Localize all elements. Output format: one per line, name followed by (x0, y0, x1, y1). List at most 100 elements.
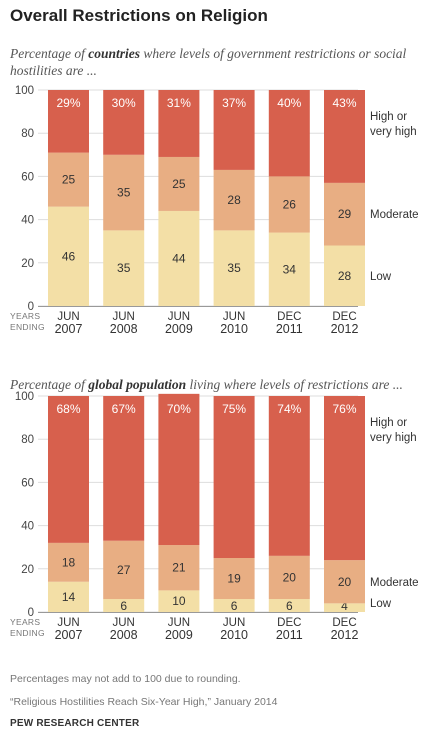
chart-1-data-label-high: 37% (222, 96, 246, 110)
chart-2-legend-high: very high (370, 432, 417, 444)
chart-1-legend-high: High or (370, 111, 407, 123)
chart-2-data-label-low: 6 (120, 599, 127, 613)
chart-2-bar-high (158, 393, 200, 546)
chart-1-legend-high: very high (370, 126, 417, 138)
chart-1-bar-low (158, 210, 200, 306)
chart-2-data-label-low: 14 (62, 590, 76, 604)
chart-2-category-label-year: 2008 (110, 628, 138, 642)
chart-2-data-label-high: 75% (222, 402, 246, 416)
chart-1-bar-high (48, 90, 89, 153)
chart-1-data-label-low: 35 (227, 261, 241, 275)
chart-1-data-label-high: 43% (332, 96, 356, 110)
chart-2-legend-high: High or (370, 417, 407, 429)
chart-2-bar-moderate (213, 558, 255, 600)
chart-1-legend-moderate: Moderate (370, 209, 419, 221)
chart-1-data-label-moderate: 26 (283, 197, 297, 211)
chart-2-subtitle-bold: global population (88, 377, 187, 392)
chart-2-category-label-month: DEC (277, 617, 301, 629)
chart-2-data-label-high: 67% (112, 402, 136, 416)
chart-1-category-label-month: JUN (113, 311, 135, 323)
chart-1-data-label-low: 35 (117, 261, 131, 275)
chart-2-data-label-moderate: 27 (117, 563, 131, 577)
chart-1-bar-high (103, 90, 145, 155)
chart-2-category-label-year: 2012 (331, 628, 359, 642)
chart-1-bar-moderate (268, 176, 310, 233)
chart-1-bar-low (268, 232, 310, 306)
chart-1-ytick-label: 40 (21, 215, 34, 227)
chart-1-data-label-low: 34 (283, 262, 297, 276)
chart-1-category-label-year: 2011 (276, 322, 303, 336)
chart-1-ending-label: ENDING (10, 322, 45, 332)
chart-1-data-label-low: 28 (338, 269, 352, 283)
chart-2-ending-label: ENDING (10, 628, 45, 638)
chart-1-ytick-label: 0 (28, 301, 34, 313)
chart-2-bar-moderate (158, 545, 200, 591)
chart-1-data-label-moderate: 35 (117, 186, 131, 200)
chart-1-data-label-high: 40% (277, 96, 301, 110)
source-credit: PEW RESEARCH CENTER (10, 718, 140, 729)
chart-1-ytick-label: 20 (21, 258, 34, 270)
chart-2-bar-low (324, 603, 365, 612)
chart-2-category-label-year: 2011 (276, 628, 303, 642)
chart-1-data-label-moderate: 25 (62, 173, 76, 187)
chart-2-bar-low (103, 599, 145, 612)
chart-2-category-label-month: JUN (57, 617, 79, 629)
chart-1-category-label-year: 2008 (110, 322, 138, 336)
chart-2-bar-high (213, 396, 255, 558)
chart-2-ytick-label: 40 (21, 521, 34, 533)
chart-2-data-label-low: 6 (231, 599, 238, 613)
chart-title: Overall Restrictions on Religion (10, 6, 268, 25)
chart-2-data-label-moderate: 19 (227, 572, 241, 586)
chart-2-ytick-label: 80 (21, 434, 34, 446)
chart-2-bar-moderate (103, 540, 145, 600)
chart-1-subtitle: Percentage of countries where levels of … (10, 45, 430, 79)
chart-1-category-label-month: JUN (168, 311, 190, 323)
chart-2-data-label-low: 4 (341, 599, 348, 613)
chart-2-category-label-month: JUN (168, 617, 190, 629)
chart-2-data-label-high: 74% (277, 402, 301, 416)
chart-2-subtitle-pre: Percentage of (10, 377, 89, 392)
chart-1-ytick-label: 60 (21, 171, 34, 183)
chart-1-ytick-label: 100 (15, 85, 34, 97)
chart-2-category-label-year: 2010 (220, 628, 248, 642)
chart-2-ytick-label: 100 (15, 391, 34, 403)
rounding-note: Percentages may not add to 100 due to ro… (10, 673, 241, 685)
chart-2-data-label-high: 68% (56, 402, 80, 416)
chart-2-bar-moderate (268, 555, 310, 600)
chart-1-bar-high (324, 90, 365, 183)
chart-2-category-label-month: JUN (113, 617, 135, 629)
chart-2-subtitle-post: living where levels of restrictions are … (186, 377, 403, 392)
chart-2-ytick-label: 20 (21, 564, 34, 576)
chart-1-bar-low (324, 245, 365, 306)
chart-2-ytick-label: 0 (28, 607, 34, 619)
chart-2-data-label-high: 76% (332, 402, 356, 416)
chart-2-data-label-moderate: 20 (283, 570, 297, 584)
chart-1-data-label-low: 46 (62, 249, 76, 263)
chart-1-bar-moderate (158, 156, 200, 211)
chart-1-category-label-month: JUN (57, 311, 79, 323)
chart-2-legend-low: Low (370, 598, 392, 610)
chart-2-bar-low (268, 599, 310, 612)
chart-1-subtitle-bold: countries (88, 46, 140, 61)
chart-1-bar-low (103, 230, 145, 306)
chart-1-data-label-low: 44 (172, 251, 186, 265)
chart-2-bar-low (158, 590, 200, 612)
chart-1-category-label-year: 2010 (220, 322, 248, 336)
chart-2-bar-high (103, 396, 145, 541)
chart-1-subtitle-post: where levels of government restrictions … (10, 46, 407, 78)
chart-1-data-label-high: 29% (56, 96, 80, 110)
chart-1-ytick-label: 80 (21, 128, 34, 140)
chart-1-category-label-year: 2007 (55, 322, 83, 336)
chart-1-bar-moderate (48, 152, 89, 207)
chart-2-bar-moderate (48, 542, 89, 582)
chart-1-category-label-month: JUN (223, 311, 245, 323)
chart-2-category-label-year: 2007 (55, 628, 83, 642)
chart-2-bar-low (48, 581, 89, 612)
chart-2-data-label-low: 6 (286, 599, 293, 613)
chart-1-bar-high (213, 90, 255, 170)
chart-1-legend-low: Low (370, 271, 392, 283)
chart-2-category-label-year: 2009 (165, 628, 193, 642)
chart-1-data-label-moderate: 28 (227, 193, 241, 207)
chart-1-bar-moderate (103, 154, 145, 231)
